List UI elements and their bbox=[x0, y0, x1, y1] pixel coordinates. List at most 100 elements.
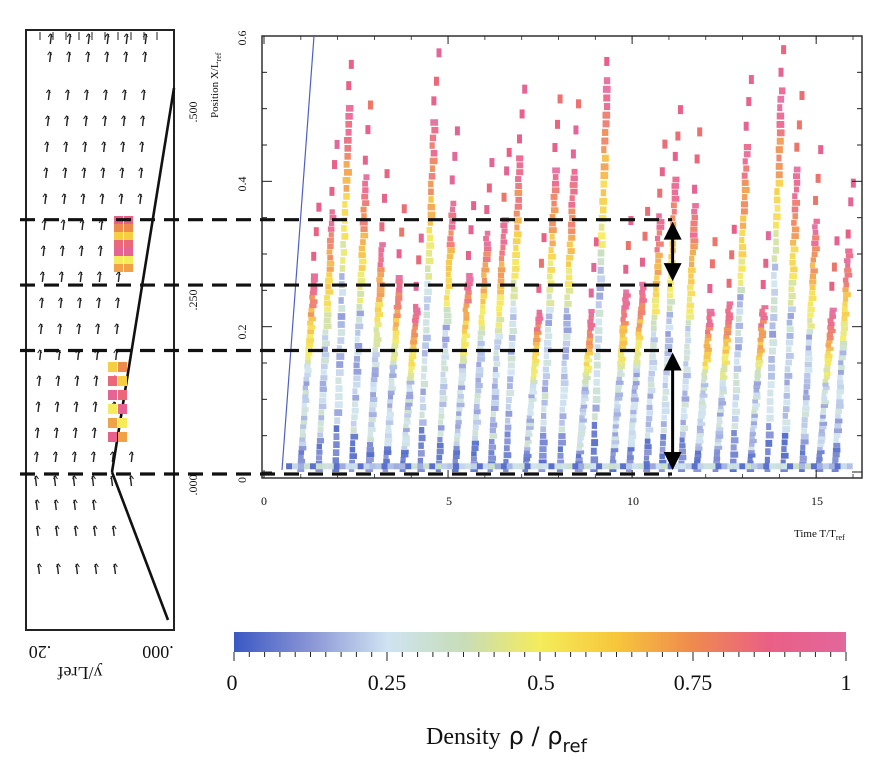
vector-head bbox=[73, 525, 79, 530]
front-line bbox=[281, 35, 315, 471]
heatmap-cell bbox=[754, 377, 761, 382]
heatmap-cell bbox=[751, 406, 759, 411]
heatmap-cell bbox=[568, 228, 576, 235]
hot-cell bbox=[118, 432, 127, 442]
heatmap-cell bbox=[473, 419, 482, 425]
heatmap-cell bbox=[602, 128, 609, 136]
heatmap-cell bbox=[292, 463, 299, 470]
heatmap-cell bbox=[354, 342, 363, 349]
heatmap-cell bbox=[732, 408, 740, 415]
heatmap-cell bbox=[421, 365, 428, 372]
heatmap-cell bbox=[631, 401, 638, 406]
heatmap-cell bbox=[427, 211, 436, 219]
heatmap-cell bbox=[526, 415, 532, 420]
heatmap-cell bbox=[733, 463, 740, 470]
heatmap-cell bbox=[452, 454, 460, 460]
heatmap-cell bbox=[452, 458, 458, 464]
heatmap-cell bbox=[807, 306, 815, 313]
heatmap-cell bbox=[309, 463, 316, 470]
heatmap-cell bbox=[536, 283, 542, 293]
heatmap-cell bbox=[458, 381, 465, 386]
heatmap-cell bbox=[529, 383, 537, 388]
heatmap-cell bbox=[309, 303, 317, 309]
vector-head bbox=[102, 115, 107, 120]
heatmap-cell bbox=[439, 395, 448, 402]
heatmap-cell bbox=[698, 414, 705, 419]
vector-head bbox=[77, 297, 82, 302]
heatmap-cell bbox=[721, 364, 728, 369]
heatmap-cell bbox=[339, 463, 346, 470]
heatmap-cell bbox=[318, 415, 325, 421]
heatmap-cell bbox=[791, 233, 799, 240]
heatmap-cell bbox=[362, 155, 368, 165]
heatmap-cell bbox=[383, 454, 389, 460]
heatmap-cell bbox=[840, 331, 847, 336]
cb-tick-label-0: 0 bbox=[227, 670, 238, 695]
heatmap-cell bbox=[840, 335, 847, 341]
heatmap-cell bbox=[500, 463, 507, 470]
heatmap-cell bbox=[788, 286, 795, 293]
heatmap-cell bbox=[525, 429, 532, 434]
heatmap-cell bbox=[445, 265, 452, 272]
heatmap-cell bbox=[387, 407, 393, 413]
heatmap-cell bbox=[363, 463, 370, 470]
heatmap-cell bbox=[344, 136, 352, 144]
heatmap-cell bbox=[428, 173, 436, 180]
vector-head bbox=[71, 451, 77, 456]
heatmap-cell bbox=[666, 305, 673, 312]
heatmap-cell bbox=[741, 179, 749, 186]
heatmap-cell bbox=[543, 353, 549, 360]
heatmap-cell bbox=[593, 370, 601, 378]
heatmap-cell bbox=[628, 430, 636, 435]
heatmap-cell bbox=[738, 279, 744, 287]
heatmap-cell bbox=[761, 305, 769, 310]
heatmap-cell bbox=[812, 229, 819, 235]
heatmap-cell bbox=[286, 463, 293, 470]
heatmap-cell bbox=[639, 298, 647, 303]
heatmap-cell bbox=[372, 352, 380, 358]
heatmap-cell bbox=[612, 432, 619, 437]
heatmap-cell bbox=[334, 139, 340, 149]
heatmap-cell bbox=[569, 195, 575, 202]
heatmap-cell bbox=[297, 458, 306, 464]
heatmap-cell bbox=[565, 287, 574, 294]
vector-head bbox=[96, 297, 101, 302]
heatmap-cell bbox=[701, 372, 707, 377]
heatmap-cell bbox=[622, 297, 629, 302]
heatmap-cell bbox=[723, 342, 729, 347]
heatmap-cell bbox=[582, 383, 589, 388]
heatmap-cell bbox=[579, 418, 587, 423]
heatmap-cell bbox=[548, 253, 556, 260]
heatmap-cell bbox=[370, 392, 376, 398]
heatmap-cell bbox=[755, 363, 763, 368]
heatmap-cell bbox=[644, 438, 651, 444]
heatmap-cell bbox=[636, 318, 644, 324]
heatmap-cell bbox=[377, 262, 383, 268]
vector-head bbox=[78, 245, 84, 250]
heatmap-cell bbox=[733, 372, 739, 380]
heatmap-cell bbox=[363, 174, 370, 181]
heatmap-cell bbox=[635, 331, 642, 336]
heatmap-cell bbox=[597, 275, 606, 283]
heatmap-cell bbox=[700, 386, 708, 391]
heatmap-cell bbox=[816, 457, 823, 462]
heatmap-cell bbox=[775, 179, 784, 187]
heatmap-cell bbox=[758, 323, 765, 328]
heatmap-cell bbox=[375, 463, 382, 470]
heatmap-cell bbox=[353, 355, 361, 362]
heatmap-cell bbox=[598, 223, 605, 231]
vector-head bbox=[36, 375, 42, 380]
heatmap-cell bbox=[613, 420, 619, 425]
heatmap-cell bbox=[350, 440, 356, 447]
heatmap-cell bbox=[304, 368, 312, 373]
heatmap-cell bbox=[306, 333, 314, 339]
heatmap-cell bbox=[566, 254, 574, 261]
heatmap-cell bbox=[527, 404, 535, 409]
heatmap-cell bbox=[587, 326, 594, 331]
heatmap-cell bbox=[393, 313, 401, 318]
heatmap-cell bbox=[548, 247, 554, 253]
heatmap-cell bbox=[727, 463, 734, 470]
heatmap-cell bbox=[496, 300, 504, 306]
heatmap-cell bbox=[317, 432, 323, 438]
